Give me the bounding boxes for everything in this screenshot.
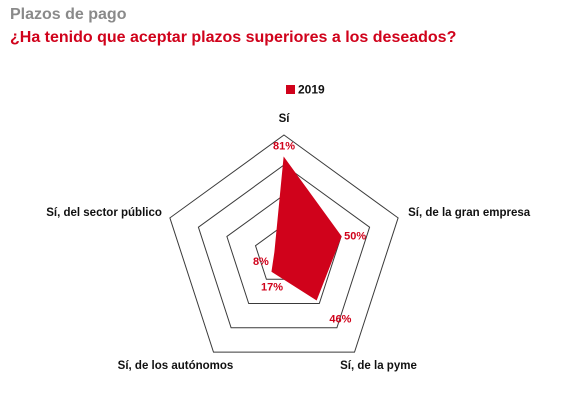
data-label-4: 8% <box>253 256 269 268</box>
legend-label-2019: 2019 <box>298 83 325 97</box>
category-label-4: Sí, del sector público <box>46 207 162 219</box>
grid-ring-4 <box>169 134 399 353</box>
category-label-layer: Sí Sí, de la gran empresa Sí, de la pyme Sí… <box>46 113 531 372</box>
chart-title: Plazos de pago <box>10 6 127 23</box>
category-label-2: Sí, de la pyme <box>340 360 417 372</box>
category-label-0: Sí <box>279 113 291 125</box>
category-label-3: Sí, de los autónomos <box>118 360 234 372</box>
legend: 2019 <box>286 83 325 97</box>
category-label-1: Sí, de la gran empresa <box>408 207 531 219</box>
radar-series-layer <box>271 156 342 301</box>
data-label-1: 50% <box>344 230 366 242</box>
legend-swatch-2019 <box>286 85 295 94</box>
data-label-layer: 81% 50% 46% 17% 8% <box>253 141 366 326</box>
grid-ring-3 <box>197 164 371 329</box>
data-label-3: 17% <box>261 281 283 293</box>
data-label-0: 81% <box>273 141 295 153</box>
series-area-2019 <box>271 156 342 301</box>
data-label-2: 46% <box>329 314 351 326</box>
chart-subtitle: ¿Ha tenido que aceptar plazos superiores… <box>10 29 457 46</box>
